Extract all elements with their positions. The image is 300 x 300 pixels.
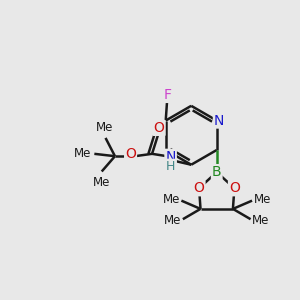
Text: Me: Me bbox=[163, 193, 180, 206]
Text: F: F bbox=[163, 88, 171, 102]
Text: Me: Me bbox=[74, 147, 91, 160]
Text: H: H bbox=[166, 160, 175, 173]
Text: Me: Me bbox=[96, 121, 114, 134]
Text: O: O bbox=[154, 121, 165, 135]
Text: B: B bbox=[212, 165, 221, 179]
Text: N: N bbox=[214, 114, 224, 128]
Text: N: N bbox=[165, 150, 176, 164]
Text: O: O bbox=[194, 181, 205, 195]
Text: Me: Me bbox=[92, 176, 110, 189]
Text: Me: Me bbox=[164, 214, 182, 227]
Text: Me: Me bbox=[252, 214, 269, 227]
Text: O: O bbox=[125, 147, 136, 161]
Text: O: O bbox=[229, 181, 240, 195]
Text: Me: Me bbox=[254, 193, 271, 206]
